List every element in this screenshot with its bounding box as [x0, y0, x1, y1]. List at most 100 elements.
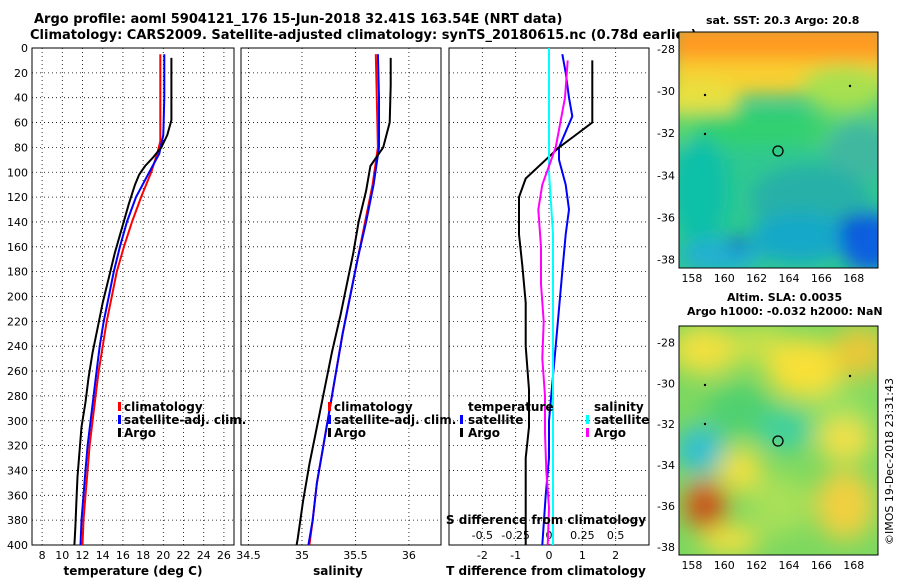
sla-map-title-1: Altim. SLA: 0.0035: [727, 291, 843, 304]
grid-layer: [32, 47, 649, 546]
s-diff-tick-label: -0.25: [501, 529, 529, 542]
depth-tick-label: 140: [7, 216, 28, 229]
sst-map-dot: [703, 132, 707, 136]
salinity-legend: climatology satellite-adj. clim. Argo: [328, 400, 456, 440]
s-diff-tick-label: 0.5: [607, 529, 625, 542]
depth-tick-label: 220: [7, 315, 28, 328]
sla-map-dot: [848, 374, 852, 378]
salinity-tick-label: 34.5: [236, 549, 261, 562]
sst-map-x-tick-label: 164: [779, 272, 800, 285]
legend-swatch-satellite: [328, 415, 331, 424]
s-difference-axis-label: S difference from climatology: [446, 513, 646, 527]
temperature-series-satellite: [79, 54, 166, 546]
sla-map[interactable]: [670, 325, 888, 556]
depth-tick-label: 400: [7, 539, 28, 552]
temperature-tick-label: 24: [197, 549, 211, 562]
t-difference-axis-label: T difference from climatology: [446, 564, 646, 578]
legend-label-sal-argo: Argo: [594, 426, 626, 440]
depth-tick-label: 60: [14, 117, 28, 130]
depth-tick-label: 20: [14, 67, 28, 80]
sla-map-y-tick-label: -28: [657, 336, 675, 349]
temperature-tick-label: 12: [76, 549, 90, 562]
s-diff-tick-label: 0.25: [570, 529, 595, 542]
legend-swatch-climatology: [328, 402, 331, 411]
sla-map-x-tick-label: 168: [843, 559, 864, 572]
legend-label-climatology: climatology: [124, 400, 203, 414]
sla-argo-marker[interactable]: [772, 435, 784, 447]
temperature-tick-label: 22: [177, 549, 191, 562]
sst-map-dot: [703, 93, 707, 97]
tdiff-series-argo: [518, 60, 594, 545]
depth-tick-label: 360: [7, 489, 28, 502]
legend-label-argo: Argo: [334, 426, 366, 440]
depth-tick-label: 280: [7, 390, 28, 403]
sst-map-dot: [848, 84, 852, 88]
depth-tick-label: 380: [7, 514, 28, 527]
temperature-tick-label: 18: [136, 549, 150, 562]
sst-map-y-tick-label: -32: [657, 127, 675, 140]
sla-map-x-tick-label: 158: [681, 559, 702, 572]
temperature-tick-label: 10: [55, 549, 69, 562]
t-diff-tick-label: 0: [546, 549, 553, 562]
sdiff-series-satellite: [548, 48, 554, 545]
series-layer: [73, 48, 594, 546]
sst-map-x-tick-label: 168: [843, 272, 864, 285]
tick-layer: 0204060801001201401601802002202402602803…: [7, 42, 864, 572]
sla-map-frame: [678, 325, 879, 556]
sla-map-x-tick-label: 164: [779, 559, 800, 572]
legend-label-argo: Argo: [124, 426, 156, 440]
depth-tick-label: 240: [7, 340, 28, 353]
header-line-1: Argo profile: aoml 5904121_176 15-Jun-20…: [34, 12, 563, 27]
sla-map-x-tick-label: 160: [714, 559, 735, 572]
sst-map-x-tick-label: 160: [714, 272, 735, 285]
depth-tick-label: 320: [7, 440, 28, 453]
salinity-tick-label: 35.5: [343, 549, 368, 562]
sla-map-x-tick-label: 162: [746, 559, 767, 572]
sst-map-title: sat. SST: 20.3 Argo: 20.8: [706, 14, 860, 27]
sst-map[interactable]: [660, 22, 900, 273]
sla-map-y-tick-label: -34: [657, 459, 675, 472]
sst-map-y-tick-label: -30: [657, 85, 675, 98]
legend-swatch-argo: [328, 428, 331, 437]
t-diff-tick-label: 1: [579, 549, 586, 562]
legend-swatch-climatology: [118, 402, 121, 411]
sla-map-title-2: Argo h1000: -0.032 h2000: NaN: [687, 305, 883, 318]
depth-tick-label: 340: [7, 464, 28, 477]
sla-map-dot: [703, 422, 707, 426]
salinity-series-argo: [295, 57, 392, 546]
depth-tick-label: 0: [21, 42, 28, 55]
sst-argo-marker[interactable]: [772, 145, 784, 157]
t-diff-tick-label: 2: [612, 549, 619, 562]
difference-salinity-legend: salinity satellite Argo: [586, 400, 649, 440]
temperature-tick-label: 8: [39, 549, 46, 562]
sla-map-dot: [703, 383, 707, 387]
sla-map-y-tick-label: -32: [657, 418, 675, 431]
sla-map-x-tick-label: 166: [811, 559, 832, 572]
legend-swatch-satellite: [118, 415, 121, 424]
sst-map-x-tick-label: 166: [811, 272, 832, 285]
sla-map-y-tick-label: -38: [657, 541, 675, 554]
legend-swatch-argo: [118, 428, 121, 437]
depth-tick-label: 80: [14, 141, 28, 154]
temperature-tick-label: 20: [156, 549, 170, 562]
legend-label-climatology: climatology: [334, 400, 413, 414]
legend-label-temp-satellite: satellite: [468, 413, 523, 427]
legend-swatch-temp-argo: [460, 428, 463, 437]
temperature-tick-label: 26: [217, 549, 231, 562]
legend-heading-salinity: salinity: [594, 400, 644, 414]
temperature-axis-label: temperature (deg C): [64, 564, 203, 578]
legend-heading-temperature: temperature: [468, 400, 553, 414]
legend-label-sal-satellite: satellite: [594, 413, 649, 427]
depth-tick-label: 300: [7, 415, 28, 428]
temperature-tick-label: 14: [96, 549, 110, 562]
legend-swatch-temp-satellite: [460, 415, 463, 424]
legend-label-satellite: satellite-adj. clim.: [334, 413, 456, 427]
sst-map-y-tick-label: -36: [657, 211, 675, 224]
s-diff-tick-label: -0.5: [472, 529, 493, 542]
legend-swatch-sal-argo: [586, 428, 589, 437]
t-diff-tick-label: -1: [510, 549, 521, 562]
temperature-tick-label: 16: [116, 549, 130, 562]
sla-map-y-tick-label: -30: [657, 377, 675, 390]
salinity-tick-label: 36: [402, 549, 416, 562]
